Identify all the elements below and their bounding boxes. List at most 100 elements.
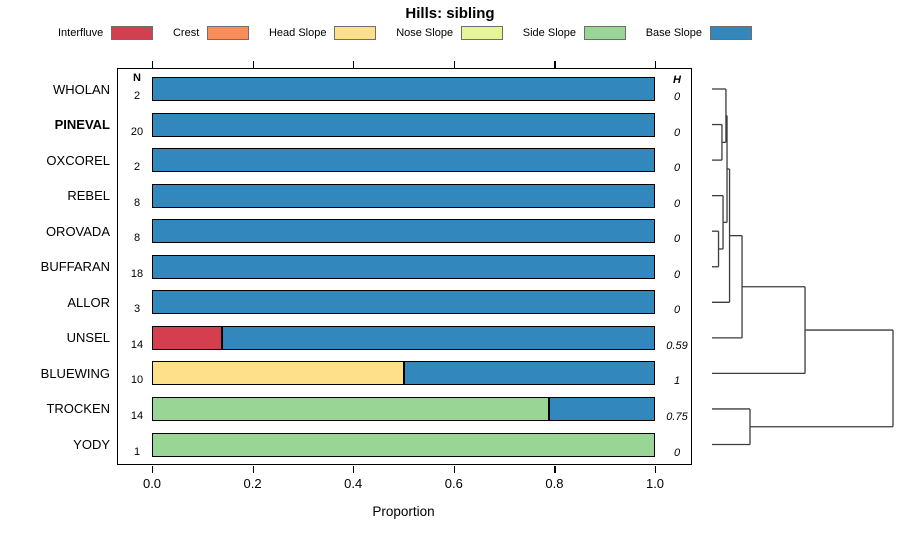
legend-label: Base Slope (645, 27, 702, 39)
row-label: OROVADA (45, 223, 110, 239)
h-value: 0 (673, 162, 681, 175)
n-value: 2 (133, 161, 141, 174)
n-value: 10 (130, 374, 144, 387)
h-value: 0 (673, 268, 681, 281)
legend-swatch (334, 26, 377, 40)
h-value: 0 (673, 446, 681, 459)
legend-label: Nose Slope (396, 27, 454, 39)
n-value: 2 (133, 90, 141, 102)
x-axis-tick-top (453, 61, 456, 68)
h-value: 1 (673, 375, 681, 388)
stacked-bar (152, 183, 655, 208)
legend-swatch (207, 26, 250, 40)
row-label: OXCOREL (46, 152, 110, 168)
bar-segment (152, 396, 550, 421)
bar-segment (152, 254, 655, 279)
row-label: ALLOR (67, 294, 110, 310)
bar-segment (152, 290, 655, 315)
legend-swatch (111, 26, 154, 40)
bar-segment (152, 183, 655, 208)
legend-label: Crest (172, 27, 200, 39)
stacked-bar (152, 148, 655, 173)
bar-segment (152, 432, 655, 457)
x-axis-tick-top (152, 61, 154, 68)
chart-title: Hills: sibling (405, 5, 495, 22)
h-value: 0.59 (666, 339, 688, 352)
n-value: 18 (130, 267, 144, 280)
stacked-bar (152, 112, 655, 137)
x-axis-tick (655, 465, 657, 473)
bar-segment (152, 148, 655, 173)
n-column-header: N (133, 72, 141, 84)
stacked-bar (152, 361, 655, 386)
stacked-bar (152, 325, 655, 350)
n-value: 14 (130, 409, 144, 422)
x-axis-tick-label: 0.2 (243, 476, 262, 491)
plot-area (117, 68, 692, 465)
legend-label: Interfluve (58, 27, 104, 39)
legend-item: Interfluve (58, 26, 154, 40)
bar-segment (222, 325, 655, 350)
x-axis-tick-label: 0.0 (142, 476, 162, 491)
x-axis-tick (554, 465, 556, 473)
x-axis-tick-top (252, 61, 254, 68)
x-axis-tick-label: 0.6 (444, 476, 463, 491)
n-value: 1 (133, 445, 141, 458)
stacked-bar (152, 396, 655, 421)
x-axis-tick-label: 1.0 (645, 476, 665, 491)
legend-item: Head Slope (269, 26, 377, 40)
legend-item: Crest (172, 26, 250, 40)
x-axis-tick (252, 465, 254, 473)
legend-swatch (709, 26, 752, 40)
n-value: 3 (133, 303, 141, 316)
n-value: 8 (133, 196, 141, 209)
stacked-bar (152, 290, 655, 315)
h-value: 0 (673, 304, 681, 317)
row-label: PINEVAL (54, 117, 110, 133)
n-value: 14 (130, 338, 144, 351)
x-axis-tick-label: 0.4 (344, 476, 363, 491)
bar-segment (403, 361, 655, 386)
row-label: BUFFARAN (40, 259, 110, 275)
legend-swatch (584, 26, 626, 40)
x-axis-tick (453, 465, 456, 473)
h-value: 0.75 (666, 410, 688, 423)
x-axis-tick-top (554, 61, 556, 68)
n-value: 8 (133, 232, 141, 245)
row-label: YODY (73, 437, 110, 452)
stacked-bar (152, 77, 655, 101)
h-value: 0 (673, 233, 681, 246)
x-axis-title: Proportion (372, 504, 435, 519)
legend-label: Head Slope (268, 27, 327, 39)
x-axis-tick-top (655, 61, 657, 68)
stacked-bar (152, 219, 655, 244)
bar-segment (152, 77, 655, 101)
legend: Interfluve Crest Head Slope Nose Slope Side … (58, 26, 752, 40)
n-value: 20 (130, 125, 144, 138)
legend-swatch (461, 26, 504, 40)
legend-item: Side Slope (523, 26, 626, 40)
row-label: TROCKEN (46, 401, 110, 417)
stacked-bar (152, 432, 655, 457)
row-label: BLUEWING (40, 365, 110, 381)
bar-segment (549, 396, 655, 421)
bar-segment (152, 361, 404, 386)
x-axis-tick (353, 465, 355, 473)
x-axis-tick (152, 465, 154, 473)
h-column-header: H (673, 74, 681, 86)
row-label: REBEL (67, 188, 110, 204)
h-value: 0 (673, 197, 681, 210)
x-axis-tick-top (353, 61, 355, 68)
x-axis-tick-label: 0.8 (545, 476, 564, 491)
bar-segment (152, 219, 655, 244)
legend-item: Base Slope (646, 26, 752, 40)
legend-item: Nose Slope (396, 26, 504, 40)
bar-segment (152, 112, 655, 137)
h-value: 0 (673, 126, 681, 139)
bar-segment (152, 325, 223, 350)
legend-label: Side Slope (522, 27, 576, 39)
h-value: 0 (673, 91, 681, 103)
row-label: WHOLAN (52, 81, 110, 97)
